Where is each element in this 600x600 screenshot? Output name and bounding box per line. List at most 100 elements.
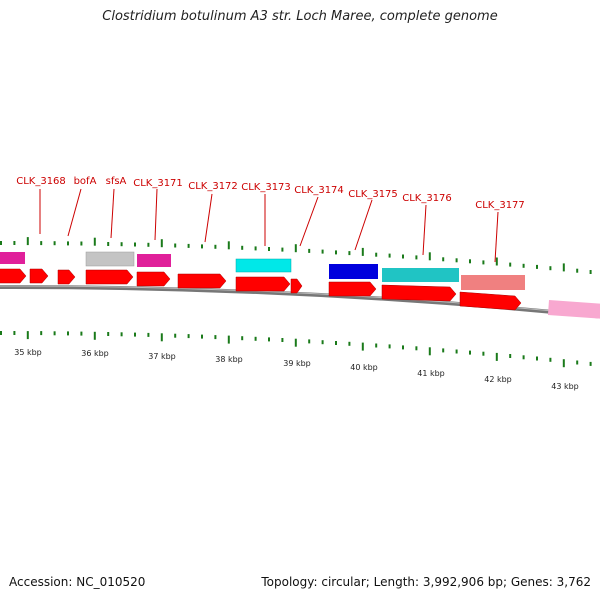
kbp-label-38: 38 kbp [215, 355, 243, 364]
inner-tick [227, 335, 230, 344]
leader-clk3171 [154, 188, 158, 241]
cds-arrow-4 [85, 269, 134, 285]
inner-tick [254, 336, 257, 341]
cds-arrow-9 [328, 281, 377, 297]
outer-tick [576, 268, 579, 273]
outer-tick [442, 257, 445, 262]
gene-label-clk3176: CLK_3176 [402, 193, 452, 204]
inner-tick [562, 359, 565, 368]
inner-tick [549, 357, 552, 362]
feature-bar-sfsa [85, 251, 135, 267]
kbp-label-39: 39 kbp [283, 359, 311, 368]
genome-backbone-highlight [0, 285, 600, 317]
inner-tick [415, 346, 418, 351]
cds-arrow-6 [177, 273, 227, 289]
accession-text: Accession: NC_010520 [9, 575, 146, 589]
gene-label-clk3174: CLK_3174 [294, 185, 344, 196]
outer-tick [509, 262, 512, 267]
inner-tick [495, 352, 498, 361]
kbp-label-43: 43 kbp [551, 382, 579, 391]
kbp-label-35: 35 kbp [14, 348, 42, 357]
kbp-scale: 35 kbp 36 kbp 37 kbp 38 kbp 39 kbp 40 kb… [14, 348, 579, 391]
label-leaders [39, 188, 499, 263]
inner-tick [268, 337, 270, 342]
inner-tick [93, 331, 96, 340]
gene-label-sfsa: sfsA [106, 176, 127, 187]
leader-clk3175 [354, 199, 373, 251]
outer-tick [241, 245, 244, 250]
inner-tick [482, 351, 485, 356]
cds-arrow-2 [29, 268, 49, 284]
cds-track [0, 268, 522, 311]
kbp-label-41: 41 kbp [417, 369, 445, 378]
cds-arrow-5 [136, 271, 171, 287]
outer-tick [321, 249, 324, 254]
inner-tick [40, 331, 43, 336]
outer-tick-track [0, 237, 592, 274]
leader-clk3177 [494, 211, 499, 263]
outer-tick [120, 242, 123, 247]
feature-bar-clk3168 [0, 252, 25, 264]
genome-backbone [0, 284, 600, 319]
gene-label-clk3173: CLK_3173 [241, 182, 291, 193]
inner-tick [120, 332, 123, 337]
cds-arrow-1 [0, 268, 27, 284]
gene-label-clk3171: CLK_3171 [133, 178, 183, 189]
inner-tick [107, 332, 110, 336]
outer-tick [174, 243, 177, 248]
outer-tick [469, 259, 471, 264]
gene-label-clk3175: CLK_3175 [348, 189, 398, 200]
map-title: Clostridium botulinum A3 str. Loch Maree… [102, 9, 498, 24]
outer-tick [134, 242, 136, 247]
outer-tick [589, 270, 592, 274]
gene-label-clk3168: CLK_3168 [16, 176, 66, 187]
inner-tick [536, 356, 538, 361]
inner-tick [201, 334, 203, 339]
feature-bar-clk3175 [329, 264, 378, 279]
kbp-label-37: 37 kbp [148, 352, 176, 361]
outer-tick [495, 257, 498, 266]
outer-tick [268, 247, 270, 251]
feature-bar-clk3171 [137, 254, 171, 267]
cds-arrow-11 [459, 291, 522, 311]
inner-tick [455, 349, 458, 354]
outer-tick [26, 237, 29, 246]
leader-sfsa [110, 188, 115, 239]
inner-tick [509, 354, 512, 358]
inner-tick [576, 360, 579, 365]
gene-labels: CLK_3168 bofA sfsA CLK_3171 CLK_3172 CLK… [16, 176, 525, 211]
outer-tick [549, 266, 552, 271]
leader-clk3172 [204, 193, 213, 243]
outer-tick [201, 244, 203, 249]
feature-bar-clk3173 [235, 258, 292, 273]
outer-tick [348, 251, 351, 256]
kbp-label-40: 40 kbp [350, 363, 378, 372]
inner-tick [174, 333, 177, 338]
inner-tick [0, 331, 2, 335]
inner-tick [26, 331, 29, 340]
outer-tick [40, 241, 43, 246]
feature-bar-clk3177 [461, 275, 525, 290]
outer-tick [0, 241, 2, 245]
inner-tick [294, 338, 297, 347]
outer-tick [308, 248, 311, 253]
inner-tick [442, 348, 445, 353]
outer-tick [53, 241, 56, 246]
outer-tick [335, 250, 337, 255]
inner-tick [321, 340, 324, 345]
outer-tick [522, 263, 525, 268]
outer-tick [93, 237, 96, 246]
outer-tick [415, 255, 418, 260]
leader-clk3174 [299, 196, 319, 247]
outer-tick [187, 243, 190, 248]
outer-tick [67, 241, 69, 246]
outer-tick [281, 247, 284, 252]
inner-tick [402, 345, 404, 350]
inner-tick [67, 331, 69, 336]
outer-tick [13, 241, 16, 245]
outer-tick [428, 252, 431, 261]
feature-bar-clk3176 [382, 268, 459, 282]
inner-tick [522, 355, 525, 360]
inner-tick [53, 331, 56, 336]
inner-tick [281, 338, 284, 342]
